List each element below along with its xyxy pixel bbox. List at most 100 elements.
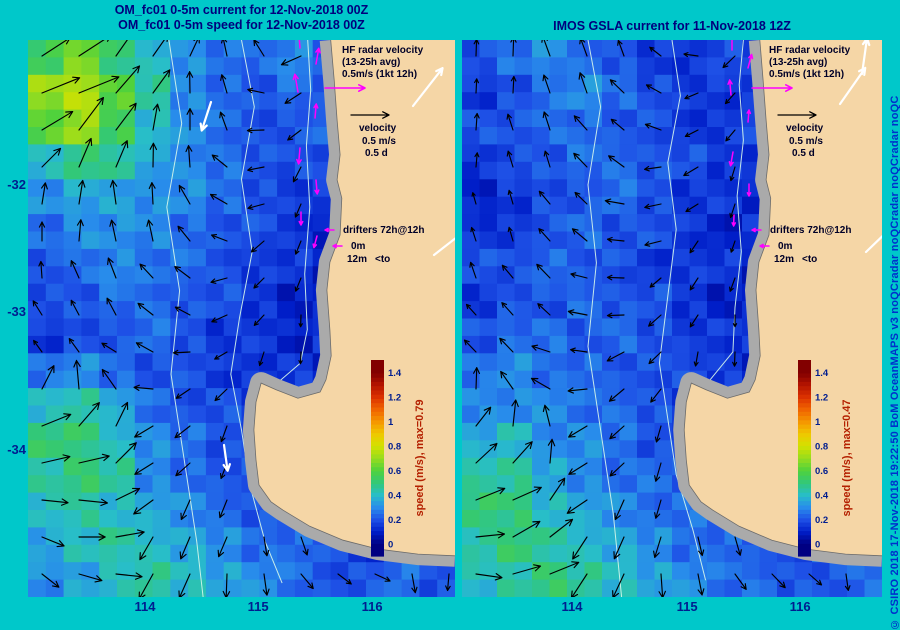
- current-arrow: [41, 110, 74, 131]
- title-line: OM_fc01 0-5m current for 12-Nov-2018 00Z: [114, 3, 369, 17]
- current-arrow: [501, 302, 514, 316]
- current-arrow: [722, 55, 736, 69]
- current-arrow: [253, 277, 265, 289]
- attribution-side-text: © CSIRO 2018 17-Nov-2018 19:22:50 BoM Oc…: [889, 95, 900, 630]
- current-arrow: [608, 388, 625, 402]
- x-axis-tick-label: 116: [789, 599, 811, 614]
- current-arrow: [38, 221, 46, 242]
- current-arrow: [724, 92, 736, 105]
- current-arrow: [511, 399, 519, 427]
- gsla-current-map: 0 0.2 0.4 0.6 0.8 1 1.2 1.4 speed (m/s), max=0.4…: [462, 40, 882, 597]
- current-arrow: [536, 263, 551, 279]
- x-axis-tick-label: 114: [134, 599, 156, 614]
- current-arrow: [253, 314, 265, 326]
- current-arrow: [734, 536, 742, 556]
- model-current-map: 0 0.2 0.4 0.6 0.8 1 1.2 1.4 speed (m/s), max=0.7…: [28, 40, 455, 597]
- current-arrow: [530, 377, 551, 390]
- current-arrow: [644, 203, 662, 210]
- current-arrow: [469, 261, 477, 279]
- current-arrow: [115, 140, 129, 168]
- current-arrow: [650, 388, 662, 403]
- colorbar-tick-label: 1: [815, 417, 821, 428]
- colorbar-tick-label: 0.6: [815, 466, 828, 477]
- current-arrow: [41, 76, 81, 94]
- current-arrow: [292, 166, 302, 183]
- current-arrow: [578, 72, 588, 94]
- current-arrow: [473, 40, 480, 57]
- current-arrow: [78, 498, 109, 507]
- current-arrow: [78, 573, 103, 583]
- drifter-track-arrow: [751, 227, 762, 233]
- current-arrow: [693, 351, 699, 367]
- y-axis-tick-label: -32: [7, 176, 26, 192]
- current-arrow: [115, 401, 129, 427]
- current-arrow: [683, 52, 699, 58]
- hf-radar-arrows: [292, 40, 321, 249]
- current-arrow: [214, 388, 228, 402]
- current-arrow: [475, 406, 492, 427]
- current-arrow: [217, 536, 228, 558]
- current-arrow: [549, 477, 566, 501]
- current-arrow: [474, 112, 480, 131]
- current-arrow: [510, 40, 517, 57]
- current-arrow: [683, 166, 699, 177]
- current-arrow: [579, 40, 588, 57]
- current-arrow: [475, 487, 506, 501]
- drifter-track-arrow: [324, 227, 335, 233]
- current-arrow: [649, 277, 662, 288]
- current-arrow: [41, 536, 65, 548]
- current-arrow: [109, 219, 117, 242]
- current-arrow: [41, 365, 55, 390]
- colorbar-tick-label: 0: [815, 539, 820, 550]
- current-arrow: [211, 154, 228, 168]
- current-arrow: [133, 384, 154, 391]
- current-arrow: [684, 129, 699, 138]
- current-arrow: [689, 314, 699, 328]
- current-arrow: [808, 573, 823, 586]
- current-arrow: [247, 87, 265, 94]
- current-arrow: [844, 573, 851, 592]
- current-arrow: [107, 257, 117, 279]
- current-arrow: [654, 462, 662, 482]
- current-arrow: [186, 108, 194, 131]
- hf-radar-arrow: [315, 47, 321, 65]
- colorbar: 0 0.2 0.4 0.6 0.8 1 1.2 1.4 speed (m/s), max=0.4…: [798, 360, 853, 557]
- current-arrow: [284, 92, 302, 104]
- current-arrow: [33, 339, 43, 353]
- hf-radar-arrow: [298, 211, 304, 226]
- current-arrow: [606, 312, 625, 319]
- current-arrow: [175, 462, 191, 477]
- drifter-forecast-arrows: [199, 67, 455, 472]
- current-arrow: [78, 137, 93, 168]
- current-arrow: [374, 573, 391, 582]
- current-arrow: [174, 425, 191, 439]
- depth-label-0m: 0m: [351, 241, 366, 252]
- current-arrow: [689, 240, 699, 254]
- depth-label-0m: 0m: [778, 241, 793, 252]
- current-arrow: [38, 260, 44, 279]
- title-line: IMOS GSLA current for 11-Nov-2018 12Z: [553, 19, 791, 33]
- current-arrow: [654, 425, 662, 443]
- current-arrow: [174, 306, 191, 316]
- current-arrow: [571, 228, 588, 242]
- current-arrow: [109, 179, 118, 205]
- left-panel-title: OM_fc01 0-5m current for 12-Nov-2018 00Z…: [28, 3, 455, 33]
- current-vector-arrows: [463, 40, 851, 597]
- hf-radar-arrow: [292, 73, 299, 93]
- current-arrow: [531, 344, 551, 353]
- current-arrow: [604, 198, 625, 205]
- current-arrow: [180, 499, 191, 521]
- current-arrow: [475, 442, 498, 464]
- current-arrow: [574, 191, 588, 205]
- hf-radar-scale-arrow: [324, 84, 366, 92]
- current-arrow: [294, 240, 302, 255]
- current-arrow: [500, 370, 514, 390]
- current-arrow: [569, 347, 588, 354]
- hf-radar-arrow: [746, 183, 752, 197]
- y-axis-tick-label: -33: [7, 303, 26, 319]
- current-arrow: [41, 573, 60, 588]
- to-label: <to: [375, 254, 390, 265]
- current-arrow: [609, 79, 625, 94]
- current-arrow: [729, 277, 736, 292]
- hf-radar-arrow: [731, 40, 733, 51]
